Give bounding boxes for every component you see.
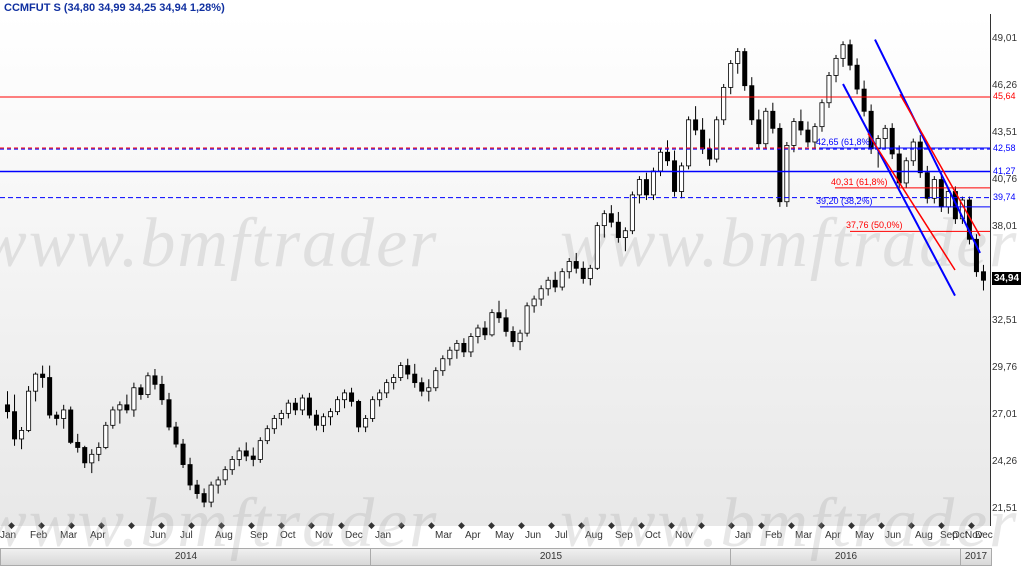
x-month-label: Jan: [0, 530, 16, 541]
h-line-label: 41,27: [993, 166, 1016, 176]
fib-label: 37,76 (50,0%): [846, 220, 903, 230]
y-tick: 21,51: [992, 503, 1017, 514]
chart-root: CCMFUT S (34,80 34,99 34,25 34,94 1,28%)…: [0, 0, 1024, 576]
quote-label: (34,80 34,99 34,25 34,94 1,28%): [64, 2, 225, 14]
y-tick: 40,76: [992, 174, 1017, 185]
y-tick: 27,01: [992, 409, 1017, 420]
x-year-bar: 2016: [730, 548, 962, 566]
x-month-label: Aug: [915, 530, 933, 541]
y-tick: 49,01: [992, 33, 1017, 44]
fib-label: 42,65 (61,8%): [816, 137, 873, 147]
x-month-label: Dec: [345, 530, 363, 541]
plot-area[interactable]: www.bmftraderwww.bmftraderwww.bmftraderw…: [0, 14, 991, 526]
x-year-bar: 2015: [370, 548, 732, 566]
current-price-flag: 34,94: [992, 272, 1021, 285]
x-month-label: Feb: [765, 530, 782, 541]
overlay-layer: [0, 14, 990, 526]
y-tick: 43,51: [992, 127, 1017, 138]
x-month-label: Apr: [825, 530, 841, 541]
x-month-label: Jul: [180, 530, 193, 541]
fib-label: 40,31 (61,8%): [831, 177, 888, 187]
x-month-label: Oct: [280, 530, 296, 541]
x-month-label: Apr: [465, 530, 481, 541]
h-line-label: 39,74: [993, 192, 1016, 202]
y-tick: 46,26: [992, 80, 1017, 91]
symbol-header: CCMFUT S (34,80 34,99 34,25 34,94 1,28%): [4, 2, 225, 14]
x-month-label: Jan: [375, 530, 391, 541]
x-month-label: Jun: [150, 530, 166, 541]
h-line-label: 42,58: [993, 143, 1016, 153]
x-year-bar: 2014: [0, 548, 372, 566]
x-axis: Jan Feb Mar Apr Jun Jul Aug Sep Oct Nov Dec Jan Mar A…: [0, 526, 990, 576]
x-month-label: Aug: [215, 530, 233, 541]
x-month-label: Aug: [585, 530, 603, 541]
h-line-label: 45,64: [993, 91, 1016, 101]
x-month-label: Mar: [60, 530, 77, 541]
x-month-label: Jun: [885, 530, 901, 541]
x-month-label: Sep: [250, 530, 268, 541]
y-tick: 32,51: [992, 315, 1017, 326]
x-month-label: Jan: [735, 530, 751, 541]
x-month-label: Feb: [30, 530, 47, 541]
x-month-label: May: [855, 530, 874, 541]
x-month-label: May: [495, 530, 514, 541]
x-month-label: Jul: [555, 530, 568, 541]
x-month-label: Jun: [525, 530, 541, 541]
x-month-label: Sep: [615, 530, 633, 541]
y-tick: 38,01: [992, 221, 1017, 232]
x-month-label: Apr: [90, 530, 106, 541]
x-month-label: Mar: [795, 530, 812, 541]
y-tick: 29,76: [992, 362, 1017, 373]
x-month-label: Nov: [315, 530, 333, 541]
fib-label: 39,20 (38,2%): [816, 196, 873, 206]
x-month-label: Mar: [435, 530, 452, 541]
y-tick: 24,26: [992, 456, 1017, 467]
x-month-label: Oct: [645, 530, 661, 541]
x-month-label: Dec: [975, 530, 993, 541]
symbol-label: CCMFUT S: [4, 2, 61, 14]
x-year-bar: 2017: [960, 548, 992, 566]
x-month-label: Nov: [675, 530, 693, 541]
